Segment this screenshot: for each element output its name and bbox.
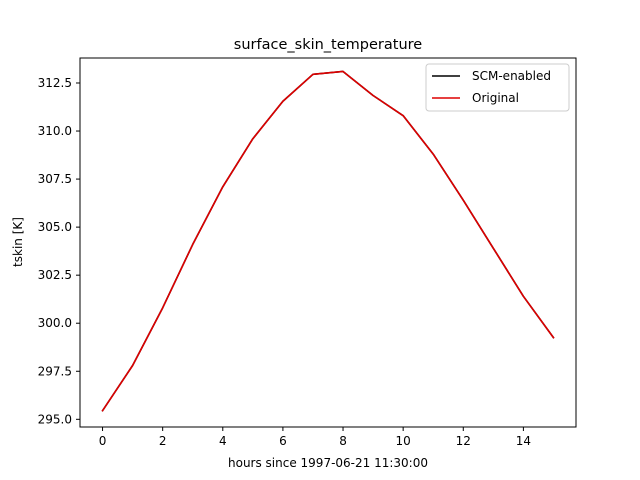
- x-tick-label: 10: [396, 434, 411, 448]
- y-tick-label: 295.0: [38, 412, 72, 426]
- chart-title: surface_skin_temperature: [234, 37, 422, 53]
- x-tick-label: 8: [339, 434, 347, 448]
- x-tick-label: 6: [279, 434, 287, 448]
- y-tick-label: 300.0: [38, 316, 72, 330]
- plot-area: [101, 70, 555, 412]
- series-line-original: [101, 70, 555, 412]
- legend-label: SCM-enabled: [472, 69, 551, 83]
- x-tick-label: 14: [516, 434, 531, 448]
- axis-ticks: 0 2 4 6 8 10 12 14 295.0 297.5 300.0 302.5 305.0 307.…: [38, 76, 531, 448]
- x-tick-label: 0: [99, 434, 107, 448]
- axes-frame: [79, 57, 577, 428]
- y-axis-label: tskin [K]: [11, 217, 25, 267]
- y-tick-label: 302.5: [38, 268, 72, 282]
- y-tick-label: 297.5: [38, 364, 72, 378]
- legend: SCM-enabled Original: [425, 63, 570, 112]
- y-tick-label: 312.5: [38, 76, 72, 90]
- legend-label: Original: [472, 91, 519, 105]
- legend-box: [425, 63, 570, 112]
- y-tick-label: 305.0: [38, 220, 72, 234]
- x-tick-label: 12: [456, 434, 471, 448]
- y-tick-label: 307.5: [38, 172, 72, 186]
- x-tick-label: 4: [219, 434, 227, 448]
- x-tick-label: 2: [159, 434, 167, 448]
- x-axis-label: hours since 1997-06-21 11:30:00: [228, 456, 428, 470]
- y-tick-label: 310.0: [38, 124, 72, 138]
